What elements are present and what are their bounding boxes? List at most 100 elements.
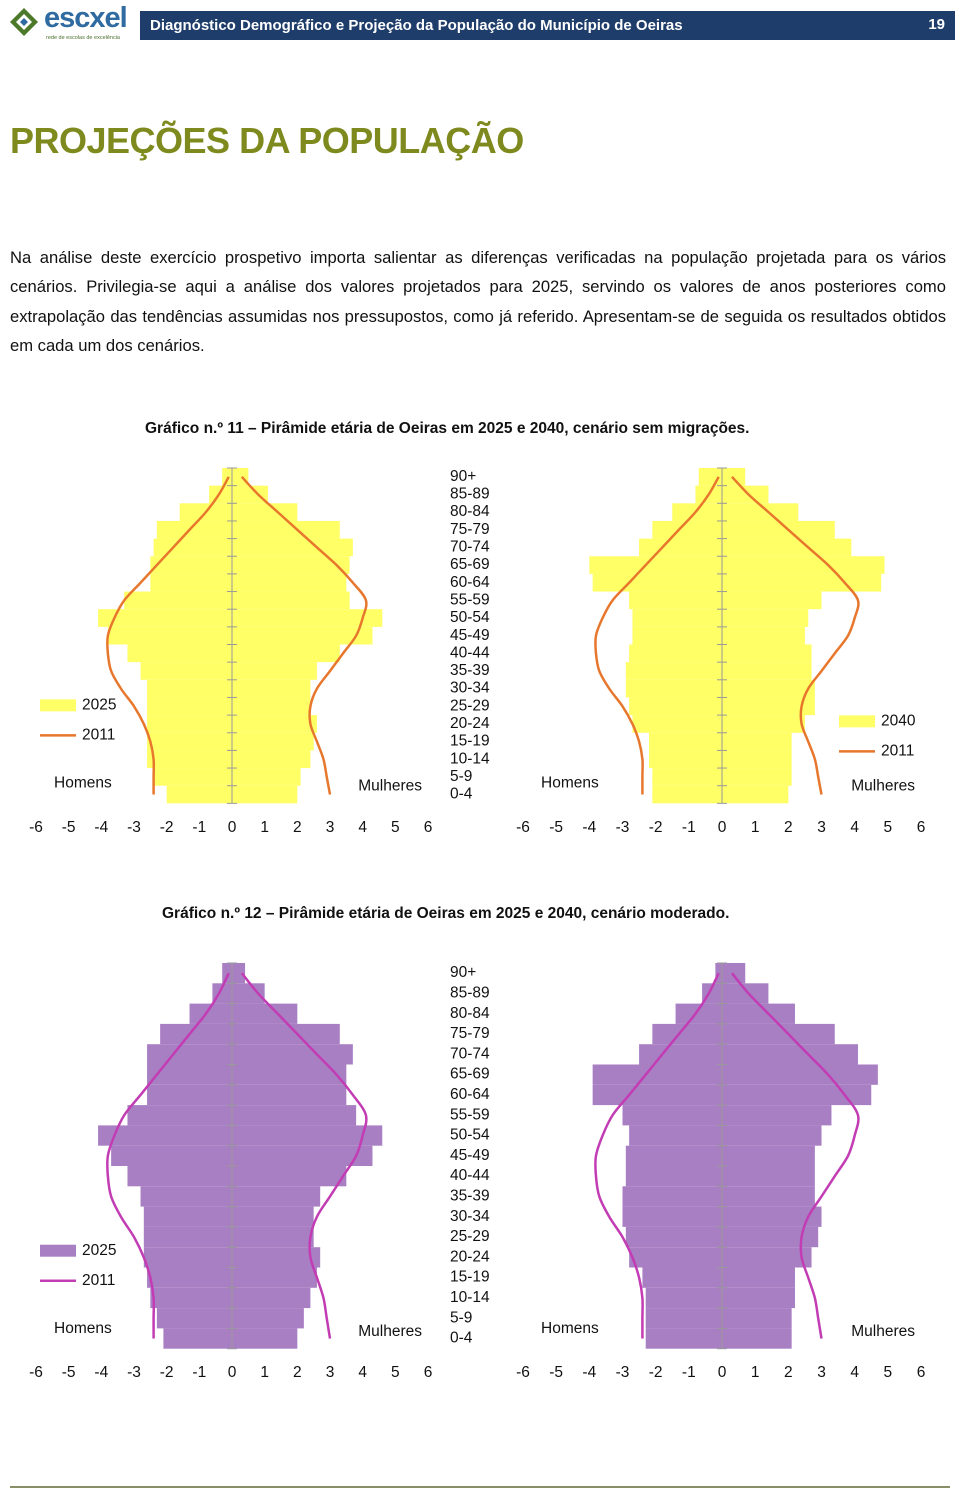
bar <box>652 768 722 786</box>
bar <box>107 626 232 645</box>
bar <box>629 644 722 663</box>
x-tick-label: 0 <box>228 1364 237 1381</box>
category-label: 15-19 <box>450 1269 490 1286</box>
bar <box>160 1023 232 1045</box>
category-label: 35-39 <box>450 662 490 679</box>
bar <box>232 1267 317 1288</box>
category-label: 65-69 <box>450 1066 490 1083</box>
category-label: 75-79 <box>450 1025 490 1042</box>
x-tick-label: 1 <box>260 819 269 836</box>
bar <box>629 591 722 610</box>
bar <box>232 503 298 521</box>
bar <box>722 732 792 751</box>
bar <box>722 1308 792 1329</box>
bar <box>147 1064 232 1085</box>
x-tick-label: -1 <box>682 819 696 836</box>
bar <box>232 520 340 539</box>
bar <box>232 1023 340 1045</box>
legend-label: 2025 <box>82 696 116 713</box>
footer-rule <box>10 1486 950 1488</box>
bar <box>592 573 722 592</box>
x-tick-label: -4 <box>94 1364 108 1381</box>
category-label: 30-34 <box>450 1208 490 1225</box>
bar <box>232 644 340 663</box>
bar <box>147 732 232 751</box>
x-tick-label: -3 <box>127 1364 141 1381</box>
bar <box>622 1186 722 1207</box>
bar <box>111 1145 232 1166</box>
bar <box>232 715 317 733</box>
bar <box>722 1267 795 1288</box>
category-label: 25-29 <box>450 1228 490 1245</box>
legend-label: 2011 <box>82 726 115 743</box>
logo-subtitle: rede de escolas de excelência <box>46 35 120 41</box>
bar <box>232 556 350 574</box>
bar <box>143 1206 232 1227</box>
category-label: 20-24 <box>450 715 490 732</box>
bar <box>652 520 722 539</box>
bar <box>232 1084 347 1106</box>
x-tick-label: -4 <box>582 1364 596 1381</box>
bar <box>722 697 815 716</box>
category-label: 45-49 <box>450 1147 490 1164</box>
bar <box>649 750 722 769</box>
category-label: 25-29 <box>450 697 490 714</box>
bar <box>722 1226 819 1248</box>
bar <box>722 485 769 504</box>
legend-label: 2040 <box>881 712 916 729</box>
header-title: Diagnóstico Demográfico e Projeção da Po… <box>150 17 683 34</box>
category-label: 0-4 <box>450 786 473 803</box>
category-label: 30-34 <box>450 680 490 697</box>
bar <box>722 1125 822 1146</box>
bar <box>147 1267 232 1288</box>
category-label: 50-54 <box>450 609 490 626</box>
bar <box>147 697 232 716</box>
x-tick-label: 5 <box>884 819 893 836</box>
line <box>731 475 860 795</box>
bar <box>147 715 232 733</box>
bar <box>150 573 232 592</box>
page-number: 19 <box>928 16 945 33</box>
x-tick-label: -6 <box>29 819 43 836</box>
bar <box>722 662 812 680</box>
bar <box>140 662 232 680</box>
bar <box>232 1003 298 1024</box>
bar <box>232 573 347 592</box>
category-label: 5-9 <box>450 768 472 785</box>
bar <box>232 1226 314 1248</box>
category-label: 40-44 <box>450 1167 490 1184</box>
x-tick-label: -5 <box>549 819 563 836</box>
bar <box>232 1186 321 1207</box>
legend-swatch <box>40 699 76 712</box>
x-tick-label: -2 <box>649 819 663 836</box>
bar <box>232 1166 347 1187</box>
bar <box>722 750 792 769</box>
bar <box>672 503 722 521</box>
bar <box>147 1084 232 1106</box>
category-label: 65-69 <box>450 556 490 573</box>
bar <box>722 1105 832 1126</box>
bar <box>127 1166 232 1187</box>
category-label: 90+ <box>450 468 476 485</box>
bar <box>722 626 805 645</box>
bar <box>629 697 722 716</box>
bar <box>645 1328 722 1349</box>
bar <box>722 520 835 539</box>
x-tick-label: -1 <box>192 1364 206 1381</box>
x-tick-label: 5 <box>391 1364 400 1381</box>
bar <box>232 1308 304 1329</box>
bar <box>722 1003 795 1024</box>
bar <box>652 785 722 804</box>
bar <box>722 768 792 786</box>
bar <box>722 1166 815 1187</box>
x-tick-label: -3 <box>616 819 630 836</box>
x-tick-label: 3 <box>817 819 826 836</box>
bar <box>715 963 722 984</box>
side-label: Homens <box>541 774 599 791</box>
header-bar: Diagnóstico Demográfico e Projeção da Po… <box>140 11 955 40</box>
bar <box>166 785 232 804</box>
line <box>105 972 230 1339</box>
side-label: Homens <box>54 1320 112 1337</box>
figure: 90+85-8980-8475-7970-7465-6960-6455-5950… <box>29 467 925 836</box>
